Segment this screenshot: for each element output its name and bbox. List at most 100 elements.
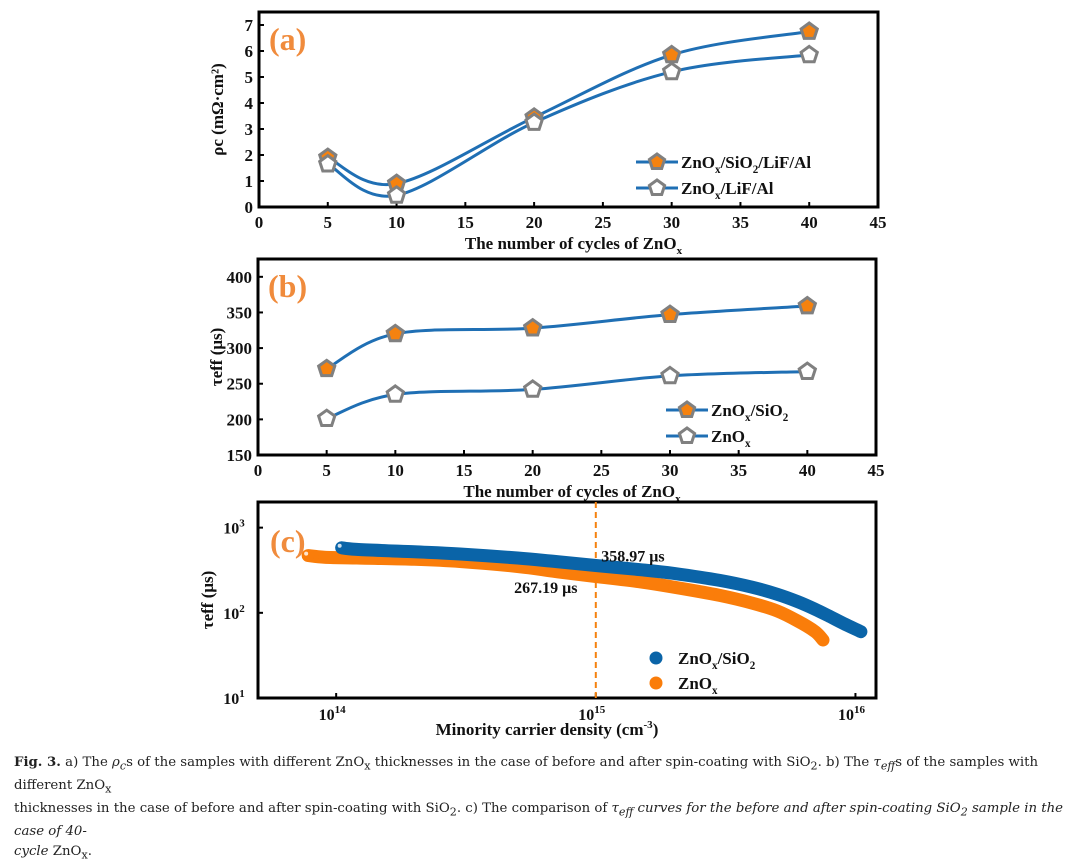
data-point xyxy=(385,384,406,403)
panel-label: (a) xyxy=(269,21,306,57)
y-tick-label: 7 xyxy=(245,16,254,35)
data-point xyxy=(661,44,682,64)
data-point xyxy=(746,581,759,594)
legend-marker xyxy=(647,178,667,196)
subscript: 2 xyxy=(753,164,759,176)
x-tick-label: 10 xyxy=(387,461,404,480)
data-point xyxy=(635,563,648,576)
data-point xyxy=(799,21,820,40)
x-tick-label: 15 xyxy=(457,213,474,232)
data-point xyxy=(635,576,648,589)
legend-label: ZnOx xyxy=(711,427,751,450)
scatter-series-band xyxy=(301,549,830,647)
superscript: 1 xyxy=(239,688,245,700)
point-highlight xyxy=(337,543,342,548)
data-point xyxy=(385,323,406,343)
data-point xyxy=(797,295,818,315)
data-point xyxy=(316,358,337,378)
data-point xyxy=(335,541,348,554)
legend-marker xyxy=(677,426,697,444)
data-point xyxy=(386,184,407,204)
text-part: /SiO xyxy=(750,401,783,420)
x-tick-label: 25 xyxy=(593,461,610,480)
text-part: ZnO xyxy=(681,153,715,172)
x-tick-label: 40 xyxy=(799,461,816,480)
caption-text-1: a) The ρcs of the samples with different… xyxy=(14,755,1039,796)
y-tick-label: 102 xyxy=(223,603,245,623)
y-tick-label: 150 xyxy=(227,446,253,465)
panel-label: (c) xyxy=(270,523,306,559)
data-point xyxy=(713,574,726,587)
data-point xyxy=(522,317,543,337)
subscript: x xyxy=(745,438,751,450)
data-point xyxy=(746,597,759,610)
caption-line-3: cycle ZnOx. xyxy=(14,843,92,862)
data-point xyxy=(660,304,680,323)
legend-marker xyxy=(647,152,667,170)
plot-frame xyxy=(257,10,880,209)
data-point xyxy=(549,555,562,568)
superscript: 2 xyxy=(239,603,245,615)
y-tick-label: 3 xyxy=(245,120,254,139)
data-point xyxy=(817,633,830,646)
text-part: ZnO xyxy=(711,401,745,420)
point-highlight xyxy=(304,551,309,556)
data-point xyxy=(350,543,363,556)
x-tick-label: 1016 xyxy=(838,704,866,724)
x-tick-label: 10 xyxy=(388,213,405,232)
data-point xyxy=(713,589,726,602)
y-axis-label: ρc (mΩ·cm²) xyxy=(208,63,227,155)
data-point xyxy=(511,552,524,565)
data-point xyxy=(854,625,867,638)
data-point xyxy=(524,112,544,131)
data-point xyxy=(302,549,315,562)
data-point xyxy=(549,565,562,578)
superscript: -3 xyxy=(644,719,654,731)
text-part: /LiF/Al xyxy=(720,179,774,198)
legend-marker xyxy=(649,651,663,665)
data-point xyxy=(318,551,331,564)
text-part: /LiF/Al xyxy=(757,153,811,172)
y-axis-label: τeff (μs) xyxy=(207,328,226,387)
data-point xyxy=(589,570,602,583)
x-tick-label: 30 xyxy=(663,213,680,232)
y-tick-label: 1 xyxy=(245,172,254,191)
y-tick-label: 350 xyxy=(227,303,253,322)
legend-label: ZnOx/SiO2 xyxy=(678,649,756,672)
subscript: x xyxy=(675,493,681,505)
data-point xyxy=(797,361,818,380)
legend-label: ZnOx/LiF/Al xyxy=(681,179,774,202)
data-point xyxy=(667,567,680,580)
y-tick-label: 250 xyxy=(227,375,253,394)
x-tick-label: 35 xyxy=(732,213,749,232)
value-annotation: 267.19 μs xyxy=(514,580,577,597)
subscript: x xyxy=(715,164,721,176)
data-point xyxy=(791,595,804,608)
x-axis-label: Minority carrier density (cm-3) xyxy=(436,719,659,739)
data-point xyxy=(316,408,337,427)
data-point xyxy=(589,559,602,572)
y-tick-label: 101 xyxy=(223,688,245,708)
y-tick-label: 400 xyxy=(227,268,253,287)
x-tick-label: 5 xyxy=(322,461,331,480)
x-axis-label: The number of cycles of ZnOx xyxy=(463,482,681,505)
x-tick-label: 1014 xyxy=(319,704,347,724)
data-point xyxy=(791,615,804,628)
caption-line-1: Fig. 3. a) The ρcs of the samples with d… xyxy=(14,753,1070,799)
panel-label: (b) xyxy=(268,268,307,304)
y-tick-label: 0 xyxy=(245,198,254,217)
subscript: x xyxy=(677,245,683,257)
text-part: ZnO xyxy=(711,427,745,446)
legend-marker xyxy=(677,400,697,418)
text-part: ZnO xyxy=(678,649,712,668)
data-point xyxy=(408,545,421,558)
superscript: 16 xyxy=(854,704,866,716)
data-point xyxy=(824,610,837,623)
figure-caption: Fig. 3. a) The ρcs of the samples with d… xyxy=(14,753,1070,865)
subscript: 2 xyxy=(783,412,789,424)
plot-frame xyxy=(256,257,878,457)
data-point xyxy=(771,605,784,618)
